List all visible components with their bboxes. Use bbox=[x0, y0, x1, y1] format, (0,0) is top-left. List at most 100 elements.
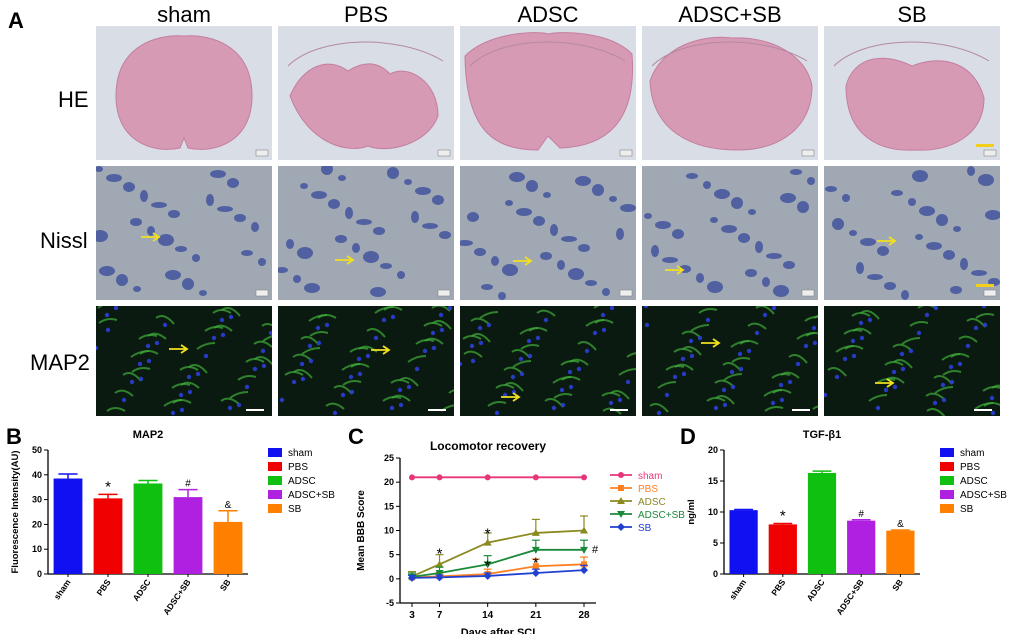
map2-fiber bbox=[213, 324, 233, 332]
map2-fiber bbox=[649, 403, 669, 413]
chart-b-bar bbox=[133, 483, 163, 574]
arrow-icon bbox=[877, 236, 897, 246]
map2-fiber bbox=[448, 389, 454, 394]
chart-b-y-label: Fluorescence Intensity(AU) bbox=[10, 451, 21, 574]
nissl-cell bbox=[297, 247, 313, 259]
chart-b-title: MAP2 bbox=[133, 429, 164, 441]
nissl-cell bbox=[901, 290, 909, 300]
map2-fiber bbox=[284, 371, 304, 376]
map2-fiber bbox=[155, 315, 175, 325]
tissue-section bbox=[115, 35, 253, 150]
map2-nucleus bbox=[746, 348, 752, 354]
tissue-section bbox=[464, 32, 634, 151]
chart-c-point bbox=[483, 561, 492, 569]
chart-c-x-tick-label: 7 bbox=[437, 610, 443, 621]
map2-nucleus bbox=[644, 322, 650, 328]
nissl-cell bbox=[370, 287, 386, 297]
chart-c-legend-label: sham bbox=[638, 471, 662, 482]
micrograph-image bbox=[279, 306, 454, 416]
nissl-cell bbox=[192, 254, 200, 262]
micrograph-he-5 bbox=[824, 26, 1000, 160]
micrograph-image bbox=[115, 35, 269, 157]
map2-fiber bbox=[383, 306, 403, 311]
map2-fiber bbox=[309, 331, 329, 337]
map2-fiber bbox=[618, 368, 636, 376]
map2-nucleus bbox=[357, 371, 363, 377]
nissl-cell bbox=[766, 253, 782, 259]
map2-fiber bbox=[892, 343, 912, 351]
chart-b-y-tick-label: 40 bbox=[32, 470, 42, 480]
map2-fiber bbox=[147, 332, 167, 340]
map2-nucleus bbox=[332, 410, 338, 416]
micrograph-map2-5 bbox=[824, 306, 1000, 416]
chart-c-y-tick-label: 10 bbox=[384, 526, 394, 536]
map2-fiber bbox=[511, 349, 531, 359]
map2-nucleus bbox=[373, 335, 379, 341]
map2-fiber bbox=[196, 342, 216, 350]
chart-c-point bbox=[484, 474, 491, 481]
micrograph-image bbox=[464, 32, 634, 157]
map2-nucleus bbox=[973, 325, 979, 331]
chart-c-point bbox=[532, 563, 539, 570]
map2-nucleus bbox=[510, 374, 516, 380]
map2-nucleus bbox=[600, 312, 606, 318]
map2-nucleus bbox=[308, 358, 314, 364]
map2-nucleus bbox=[113, 306, 119, 311]
chart-c-title: Locomotor recovery bbox=[430, 439, 546, 453]
map2-nucleus bbox=[608, 400, 614, 406]
chart-c-legend-marker bbox=[618, 472, 624, 478]
nissl-cell bbox=[644, 213, 652, 219]
map2-fiber bbox=[470, 317, 490, 325]
micrograph-he-1 bbox=[96, 26, 272, 160]
nissl-cell bbox=[655, 221, 671, 229]
map2-nucleus bbox=[145, 343, 151, 349]
map2-nucleus bbox=[924, 312, 930, 318]
scale-bar bbox=[792, 409, 810, 411]
chart-b-legend-swatch bbox=[268, 476, 282, 485]
map2-fiber bbox=[674, 363, 694, 371]
row-header-nissl: Nissl bbox=[40, 228, 88, 253]
map2-fiber bbox=[536, 309, 556, 317]
nissl-cell bbox=[561, 236, 577, 242]
nissl-cell bbox=[328, 199, 340, 209]
map2-fiber bbox=[626, 352, 636, 358]
nissl-cell bbox=[867, 274, 883, 280]
map2-fiber bbox=[982, 386, 1000, 392]
map2-fiber bbox=[245, 358, 265, 363]
map2-fiber bbox=[179, 366, 199, 371]
map2-nucleus bbox=[779, 397, 785, 403]
micrograph-image bbox=[460, 306, 636, 416]
map2-fiber bbox=[698, 308, 718, 314]
map2-nucleus bbox=[643, 306, 649, 309]
nissl-cell bbox=[856, 262, 864, 274]
nissl-cell bbox=[293, 275, 301, 283]
nissl-cell bbox=[609, 196, 617, 202]
chart-c-x-tick-label: 14 bbox=[482, 610, 494, 621]
chart-c-point bbox=[532, 474, 539, 481]
chart-c-point bbox=[531, 528, 540, 536]
chart-c-point bbox=[581, 474, 587, 481]
map2-fiber bbox=[188, 364, 208, 374]
nissl-cell bbox=[721, 225, 737, 233]
column-header-adsc-sb: ADSC+SB bbox=[678, 2, 782, 27]
map2-nucleus bbox=[688, 338, 694, 344]
nissl-cell bbox=[780, 193, 796, 203]
map2-nucleus bbox=[899, 351, 905, 357]
chart-c-point bbox=[531, 546, 540, 554]
map2-fiber bbox=[254, 356, 272, 366]
map2-fiber bbox=[220, 397, 240, 405]
map2-fiber bbox=[706, 397, 726, 402]
map2-fiber bbox=[261, 323, 272, 327]
map2-fiber bbox=[520, 344, 540, 350]
map2-fiber bbox=[966, 318, 986, 328]
chart-b-y-tick-label: 50 bbox=[32, 445, 42, 455]
chart-d-y-tick-label: 15 bbox=[708, 476, 718, 486]
micrograph-nissl-5 bbox=[824, 166, 1000, 300]
nissl-cell bbox=[415, 187, 431, 195]
map2-nucleus bbox=[989, 395, 995, 401]
chart-b-legend-swatch bbox=[268, 462, 282, 471]
map2-nucleus bbox=[236, 402, 242, 408]
chart-d-y-label: ng/ml bbox=[686, 499, 697, 524]
nissl-cell bbox=[592, 184, 604, 196]
tissue-section bbox=[289, 63, 439, 150]
